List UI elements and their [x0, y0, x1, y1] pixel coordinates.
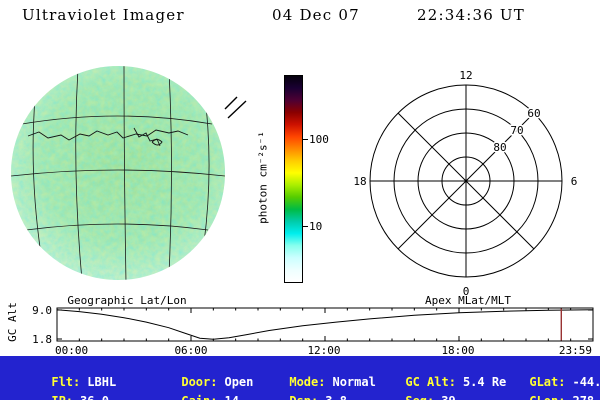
status-door-value: Open: [224, 375, 254, 389]
mlt-label-18: 18: [353, 175, 366, 188]
colorbar-tick-100: 100: [309, 133, 329, 146]
status-seq-label: Seq:: [405, 394, 434, 400]
status-glon-value: 278.8: [572, 394, 600, 400]
time-display: 22:34:36 UT: [417, 6, 525, 24]
instrument-title: Ultraviolet Imager: [22, 6, 185, 24]
status-ip-value: 36.0: [80, 394, 109, 400]
colorbar-tick-10: 10: [309, 220, 323, 233]
ring-label-70: 70: [510, 124, 523, 137]
colorbar-gradient: [285, 76, 302, 282]
date-display: 04 Dec 07: [272, 6, 360, 24]
polar-spokes: [370, 85, 562, 277]
status-glat-label: GLat:: [529, 375, 566, 389]
mlt-label-6: 6: [571, 175, 578, 188]
x-tick-0600: 06:00: [174, 344, 208, 357]
status-gain-label: Gain:: [181, 394, 217, 400]
colorbar-tick-mark: [303, 226, 308, 227]
mlt-label-12: 12: [459, 69, 472, 82]
status-gcalt-value: 5.4 Re: [462, 375, 507, 389]
status-mode: Mode: Normal: [246, 361, 376, 400]
status-door: Door: Open: [138, 361, 253, 400]
status-dsp: Dsp: 3.8: [246, 380, 347, 400]
status-dsp-value: 3.8: [325, 394, 347, 400]
x-tick-0000: 00:00: [55, 344, 89, 357]
geographic-grid-lines: [11, 66, 225, 280]
geographic-grid-title: Geographic Lat/Lon: [67, 294, 187, 307]
x-tick-1200: 12:00: [307, 344, 341, 357]
status-seq-value: 39: [441, 394, 455, 400]
status-ip-label: IP:: [51, 394, 73, 400]
x-tick-2359: 23:59: [558, 344, 592, 357]
status-glon-label: GLon:: [529, 394, 565, 400]
polar-center-dot: [464, 179, 468, 183]
mlt-label-0: 0: [463, 285, 470, 298]
ring-label-80: 80: [493, 141, 506, 154]
y-tick-max: 9.0: [32, 304, 52, 317]
colorbar-axis-label: photon cm⁻²s⁻¹: [256, 131, 270, 224]
y-tick-min: 1.8: [32, 333, 52, 346]
stripchart-ticks: [57, 308, 593, 341]
x-tick-1800: 18:00: [441, 344, 475, 357]
gc-alt-stripchart: [56, 307, 594, 342]
status-seq: Seq: 39: [362, 380, 455, 400]
status-glon: GLon: 278.8: [486, 380, 600, 400]
status-gain-value: 14: [224, 394, 238, 400]
status-flt-value: LBHL: [87, 375, 117, 389]
gc-alt-axis-label: GC Alt: [6, 302, 19, 342]
status-bar: Flt: LBHL Door: Open Mode: Normal GC Alt: 5.…: [0, 356, 600, 400]
colorbar-tick-mark: [303, 139, 308, 140]
status-glat-value: -44.6: [572, 375, 600, 389]
gc-alt-curve: [56, 309, 594, 340]
status-dsp-label: Dsp:: [289, 394, 318, 400]
status-gcalt-label: GC Alt:: [405, 375, 456, 389]
uv-noise-green: [11, 66, 225, 280]
apex-polar-grid: 12 0 18 6 60 70 80: [353, 69, 578, 298]
direction-marker: [224, 96, 247, 119]
uv-earth-disk-image: [11, 66, 247, 280]
status-mode-label: Mode:: [289, 375, 326, 389]
apex-grid-title: Apex MLat/MLT: [424, 294, 512, 307]
status-door-label: Door:: [181, 375, 218, 389]
status-flt: Flt: LBHL: [8, 361, 116, 400]
ring-label-60: 60: [527, 107, 540, 120]
status-gain: Gain: 14: [138, 380, 239, 400]
status-mode-value: Normal: [332, 375, 376, 389]
status-gcalt: GC Alt: 5.4 Re: [362, 361, 506, 400]
status-ip: IP: 36.0: [8, 380, 109, 400]
colorbar: [284, 75, 303, 283]
status-flt-label: Flt:: [51, 375, 81, 389]
coastline-overlay: [27, 127, 189, 147]
status-glat: GLat: -44.6: [486, 361, 600, 400]
